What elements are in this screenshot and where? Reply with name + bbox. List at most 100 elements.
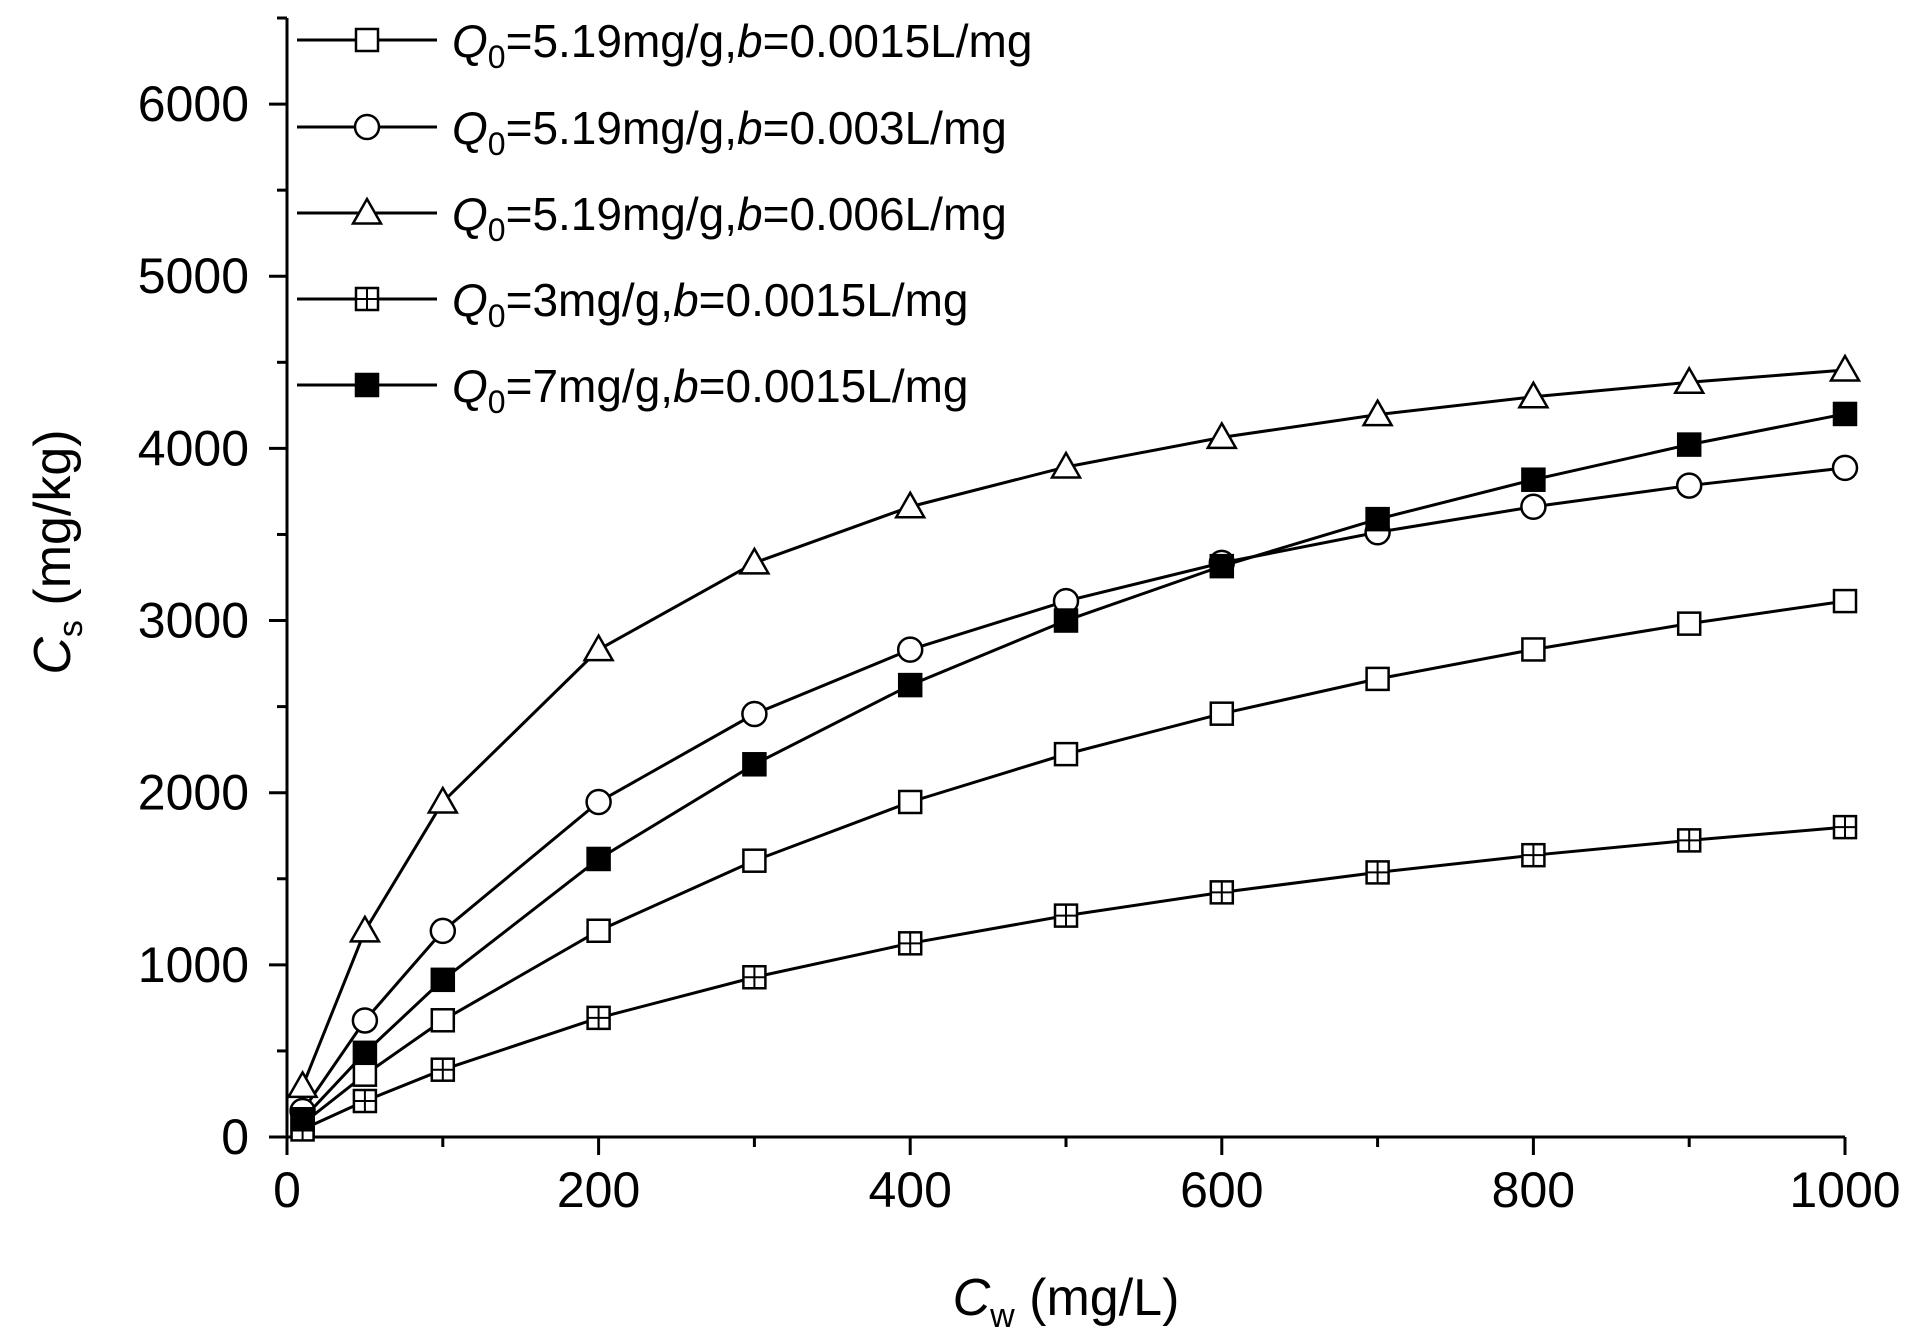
marker-triangle bbox=[350, 196, 384, 225]
marker-circle bbox=[429, 917, 457, 945]
data-point bbox=[1521, 467, 1546, 492]
data-point bbox=[426, 785, 459, 814]
series-3 bbox=[286, 353, 1862, 1099]
data-point bbox=[348, 914, 382, 943]
data-point bbox=[742, 752, 767, 777]
legend-label: Q0=5.19mg/g,b=0.006L/mg bbox=[452, 188, 1007, 248]
marker-square bbox=[1053, 608, 1079, 633]
data-point bbox=[1049, 450, 1083, 479]
y-tick-label: 0 bbox=[221, 1109, 249, 1165]
marker-square bbox=[1521, 467, 1546, 492]
legend-rest: =0.006L/mg bbox=[763, 188, 1007, 240]
marker-square bbox=[742, 752, 767, 777]
legend-q: Q bbox=[452, 188, 488, 240]
x-tick-label: 1000 bbox=[1789, 1162, 1900, 1218]
marker-triangle bbox=[1517, 380, 1550, 409]
data-point bbox=[1365, 506, 1390, 532]
data-point bbox=[350, 196, 384, 225]
data-point bbox=[352, 1088, 378, 1114]
data-point bbox=[1361, 398, 1394, 427]
x-tick-label: 200 bbox=[557, 1162, 640, 1218]
marker-circle bbox=[585, 788, 612, 816]
data-point bbox=[290, 1107, 315, 1132]
legend: Q0=5.19mg/g,b=0.0015L/mgQ0=5.19mg/g,b=0.… bbox=[297, 15, 1032, 420]
marker-square bbox=[1676, 611, 1702, 636]
series-line bbox=[301, 368, 1846, 1087]
data-point bbox=[897, 672, 923, 698]
marker-square bbox=[1365, 666, 1390, 692]
series-line bbox=[301, 412, 1846, 1121]
data-point bbox=[1053, 608, 1079, 633]
legend-sub: 0 bbox=[488, 39, 506, 75]
data-point bbox=[586, 1005, 611, 1031]
data-point bbox=[430, 1057, 456, 1082]
data-point bbox=[741, 700, 768, 728]
series-2 bbox=[289, 454, 1859, 1125]
data-point bbox=[1053, 903, 1079, 928]
marker-circle bbox=[353, 113, 381, 141]
data-point bbox=[1832, 401, 1858, 427]
marker-square bbox=[352, 1062, 378, 1087]
data-point bbox=[354, 27, 380, 53]
legend-entry-4: Q0=3mg/g,b=0.0015L/mg bbox=[297, 274, 969, 334]
data-point bbox=[742, 848, 767, 873]
legend-sub: 0 bbox=[488, 298, 506, 334]
legend-entry-5: Q0=7mg/g,b=0.0015L/mg bbox=[297, 360, 969, 420]
legend-sub: 0 bbox=[488, 212, 506, 248]
legend-entry-2: Q0=5.19mg/g,b=0.003L/mg bbox=[297, 102, 1007, 162]
legend-b: b bbox=[737, 102, 763, 154]
data-point bbox=[1832, 814, 1858, 840]
legend-q: Q bbox=[452, 102, 488, 154]
data-point bbox=[352, 1062, 378, 1087]
data-point bbox=[354, 286, 380, 312]
data-point bbox=[286, 1069, 319, 1099]
data-point bbox=[738, 546, 771, 575]
y-axis-title: Cs (mg/kg) bbox=[24, 429, 90, 674]
legend-entry-1: Q0=5.19mg/g,b=0.0015L/mg bbox=[297, 15, 1032, 75]
marker-triangle bbox=[1828, 353, 1862, 382]
series-line bbox=[301, 825, 1846, 1131]
legend-q: Q bbox=[452, 15, 488, 67]
data-point bbox=[742, 964, 767, 990]
data-point bbox=[430, 967, 456, 993]
marker-triangle bbox=[426, 785, 459, 814]
series-layer bbox=[286, 353, 1862, 1142]
legend-label: Q0=7mg/g,b=0.0015L/mg bbox=[452, 360, 969, 420]
data-point bbox=[1676, 611, 1702, 636]
data-point bbox=[353, 113, 381, 141]
legend-b: b bbox=[737, 188, 763, 240]
y-tick-label: 2000 bbox=[138, 765, 249, 821]
marker-square bbox=[586, 918, 611, 944]
legend-entry-3: Q0=5.19mg/g,b=0.006L/mg bbox=[297, 188, 1007, 248]
marker-circle bbox=[1831, 454, 1859, 482]
legend-label: Q0=5.19mg/g,b=0.0015L/mg bbox=[452, 15, 1032, 75]
legend-sub: 0 bbox=[488, 384, 506, 420]
data-point bbox=[351, 1007, 379, 1034]
marker-square bbox=[1676, 432, 1702, 457]
marker-square bbox=[354, 27, 380, 53]
data-point bbox=[1209, 553, 1235, 579]
marker-circle bbox=[741, 700, 768, 728]
data-point bbox=[1205, 420, 1238, 450]
data-point bbox=[582, 633, 615, 662]
data-point bbox=[1676, 432, 1702, 457]
marker-triangle bbox=[348, 914, 382, 943]
data-point bbox=[1832, 588, 1858, 614]
legend-b: b bbox=[673, 274, 699, 326]
y-tick-label: 4000 bbox=[138, 420, 249, 476]
marker-circle bbox=[1520, 493, 1547, 520]
legend-sub: 0 bbox=[488, 126, 506, 162]
data-point bbox=[586, 846, 611, 872]
x-axis-title-unit: (mg/L) bbox=[1015, 1269, 1180, 1327]
data-point bbox=[1673, 365, 1706, 395]
marker-triangle bbox=[1673, 365, 1706, 395]
data-point bbox=[1365, 860, 1390, 885]
x-axis-title-main: C bbox=[953, 1269, 991, 1327]
data-point bbox=[1517, 380, 1550, 409]
y-tick-label: 6000 bbox=[138, 76, 249, 132]
marker-circle bbox=[351, 1007, 379, 1034]
series-5 bbox=[290, 401, 1858, 1132]
data-point bbox=[1831, 454, 1859, 482]
legend-mid: =5.19mg/g, bbox=[506, 188, 737, 240]
